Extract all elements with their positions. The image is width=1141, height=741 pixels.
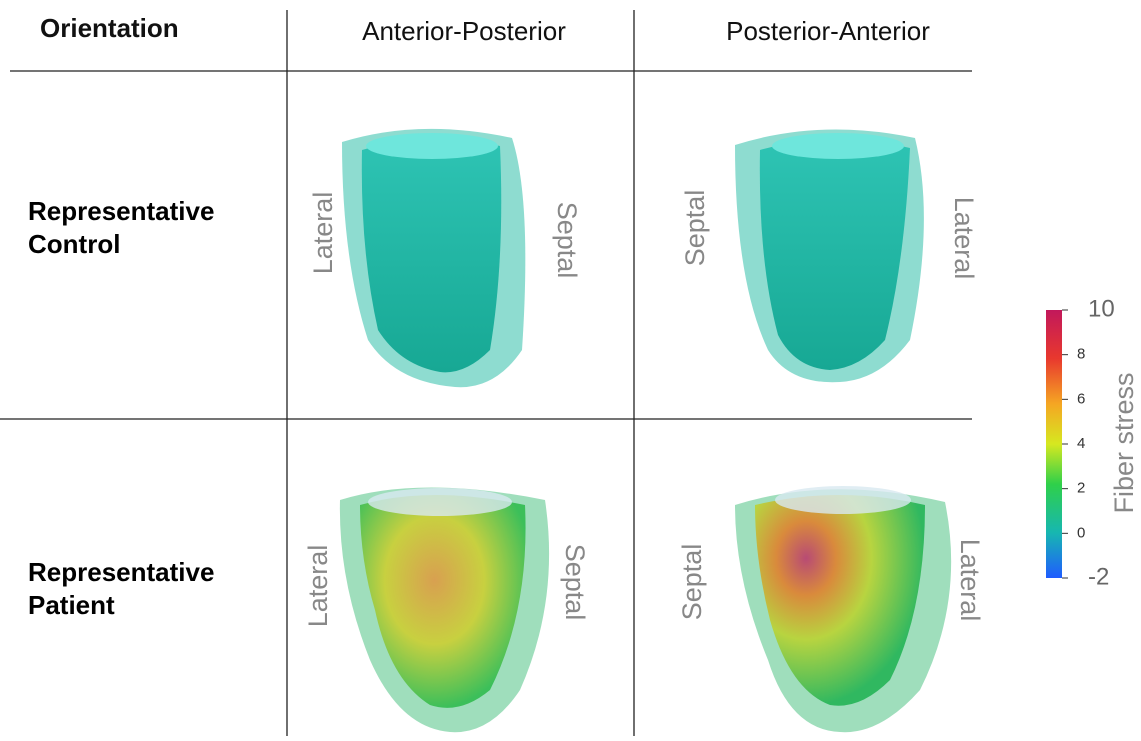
- side-label: Septal: [552, 202, 582, 279]
- row-label: Control: [28, 229, 120, 259]
- colorbar-tick-label: 8: [1077, 346, 1085, 363]
- colorbar-tick-label: 0: [1077, 524, 1085, 541]
- heart-control-pa: [735, 129, 924, 383]
- colorbar: [1046, 310, 1062, 578]
- side-label: Lateral: [955, 539, 985, 622]
- grid: [0, 10, 972, 736]
- side-label: Septal: [560, 544, 590, 621]
- header-cell: Posterior-Anterior: [726, 16, 930, 46]
- colorbar-tick-label: 10: [1088, 295, 1115, 322]
- row-label: Patient: [28, 590, 115, 620]
- colorbar-label: Fiber stress: [1109, 372, 1139, 513]
- colorbar-tick-label: -2: [1088, 563, 1109, 590]
- row-label: Representative: [28, 557, 214, 587]
- side-label: Lateral: [308, 192, 338, 275]
- row-label: Representative: [28, 196, 214, 226]
- colorbar-tick-label: 6: [1077, 390, 1085, 407]
- side-label: Lateral: [303, 545, 333, 628]
- heart-patient-pa: [735, 486, 952, 733]
- side-label: Septal: [677, 544, 707, 621]
- header-cell: Anterior-Posterior: [362, 16, 566, 46]
- side-label: Septal: [680, 190, 710, 267]
- side-label: Lateral: [949, 197, 979, 280]
- heart-control-ap: [342, 128, 526, 388]
- header-cell: Orientation: [40, 13, 179, 43]
- colorbar-tick-label: 2: [1077, 480, 1085, 497]
- heart-patient-ap: [339, 487, 550, 733]
- colorbar-tick-label: 4: [1077, 435, 1085, 452]
